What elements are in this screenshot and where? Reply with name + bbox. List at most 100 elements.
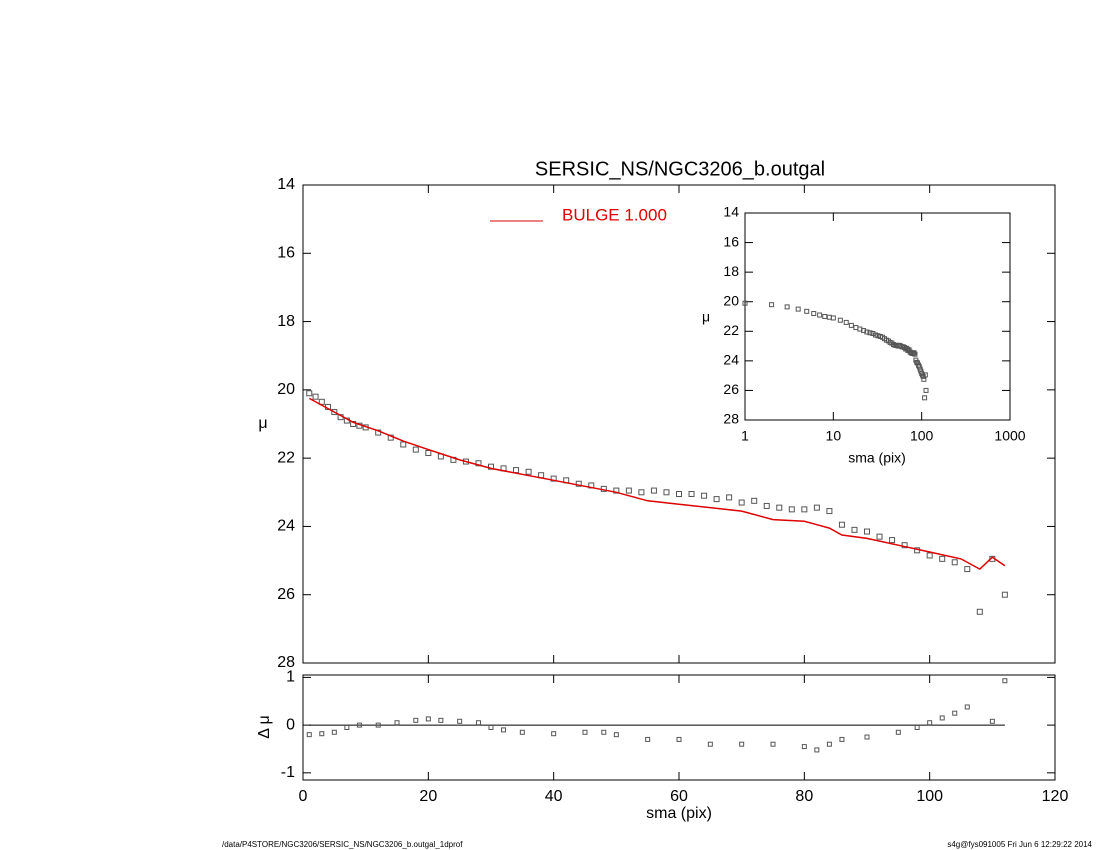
data-point: [851, 526, 858, 533]
data-point: [550, 475, 557, 482]
inset-point: [864, 329, 870, 335]
inset-point: [811, 311, 817, 317]
inset-point: [861, 328, 867, 334]
residual-point: [501, 727, 507, 733]
x-tick-label: 60: [670, 788, 688, 805]
data-point: [663, 489, 670, 496]
y-tick-label: -1: [281, 764, 295, 781]
residual-point: [739, 741, 745, 747]
data-point: [650, 487, 657, 494]
y-tick-label: 20: [277, 381, 295, 398]
inset-frame: [744, 212, 1011, 421]
residual-point: [895, 729, 901, 735]
y-tick-label: 18: [277, 313, 295, 330]
data-point: [625, 487, 632, 494]
y-axis-label: μ: [702, 309, 710, 325]
inset-point: [923, 387, 929, 393]
chart-title: SERSIC_NS/NGC3206_b.outgal: [535, 158, 825, 180]
inset-bg: [745, 213, 1010, 420]
data-point: [738, 499, 745, 506]
inset-point: [795, 306, 801, 312]
residual-point: [801, 744, 807, 750]
residual-point: [814, 747, 820, 753]
residual-point: [645, 736, 651, 742]
inset-point: [742, 300, 748, 306]
inset-point: [843, 319, 849, 325]
data-point: [939, 555, 946, 562]
y-tick-label: 26: [723, 381, 739, 397]
residual-point: [601, 729, 607, 735]
y-tick-label: 16: [277, 245, 295, 262]
residual-frame: [302, 674, 1056, 781]
y-tick-label: 16: [723, 233, 739, 249]
residual-point: [839, 736, 845, 742]
inset-point: [922, 395, 928, 401]
data-point: [318, 398, 325, 405]
inset-point: [848, 322, 854, 328]
y-tick-label: 14: [723, 204, 739, 220]
inset-point: [769, 302, 775, 308]
residual-point: [914, 725, 920, 730]
data-point: [688, 490, 695, 497]
residual-point: [939, 715, 945, 721]
residual-point: [952, 710, 958, 716]
y-axis-label: Δ μ: [256, 715, 273, 738]
x-axis-label: sma (pix): [848, 450, 906, 466]
residual-point: [1002, 678, 1008, 684]
residual-point: [319, 731, 325, 737]
data-point: [312, 393, 319, 400]
data-point: [701, 492, 708, 499]
residual-point: [964, 704, 970, 710]
inset-point: [804, 308, 810, 314]
x-tick-label: 20: [419, 788, 437, 805]
residual-point: [438, 717, 444, 723]
data-point: [901, 542, 908, 549]
data-point: [331, 409, 338, 416]
residual-point: [613, 732, 619, 738]
x-tick-label: 10: [826, 428, 842, 444]
inset-point: [911, 350, 917, 356]
residual-point: [356, 722, 362, 728]
residual-point: [519, 729, 525, 735]
data-point: [525, 468, 532, 475]
residual-point: [413, 717, 419, 723]
inset-point: [830, 315, 836, 321]
data-point: [976, 608, 983, 615]
y-tick-label: 22: [723, 322, 739, 338]
x-tick-label: 120: [1042, 788, 1069, 805]
data-point: [926, 552, 933, 559]
x-tick-label: 1: [741, 428, 749, 444]
inset-point: [912, 351, 918, 357]
data-point: [1001, 591, 1008, 598]
y-tick-label: 18: [723, 263, 739, 279]
inset-point: [817, 312, 823, 318]
y-axis-label: μ: [258, 415, 267, 432]
y-tick-label: 22: [277, 449, 295, 466]
footer-left: /data/P4STORE/NGC3206/SERSIC_NS/NGC3206_…: [222, 840, 463, 849]
data-point: [488, 463, 494, 470]
data-point: [713, 496, 720, 503]
residual-point: [375, 722, 381, 728]
data-point: [951, 559, 958, 566]
residual-point: [582, 729, 588, 735]
data-point: [575, 480, 582, 487]
data-point: [638, 489, 645, 496]
footer-right: s4g@fys091005 Fri Jun 6 12:29:22 2014: [947, 840, 1092, 849]
residual-point: [475, 720, 481, 726]
data-point: [676, 490, 682, 497]
residual-point: [927, 720, 933, 726]
residual-point: [344, 725, 350, 730]
y-tick-label: 28: [723, 411, 739, 427]
residual-point: [425, 716, 431, 722]
inset-point: [822, 314, 828, 319]
y-tick-label: 0: [286, 716, 295, 733]
residual-point: [676, 736, 682, 742]
inset-point: [837, 317, 843, 323]
x-tick-label: 100: [910, 428, 934, 444]
residual-point: [707, 741, 713, 747]
data-point: [412, 446, 419, 453]
data-point: [876, 533, 883, 540]
y-tick-label: 1: [286, 669, 295, 686]
x-tick-label: 80: [795, 788, 813, 805]
x-axis-label: sma (pix): [646, 805, 712, 822]
